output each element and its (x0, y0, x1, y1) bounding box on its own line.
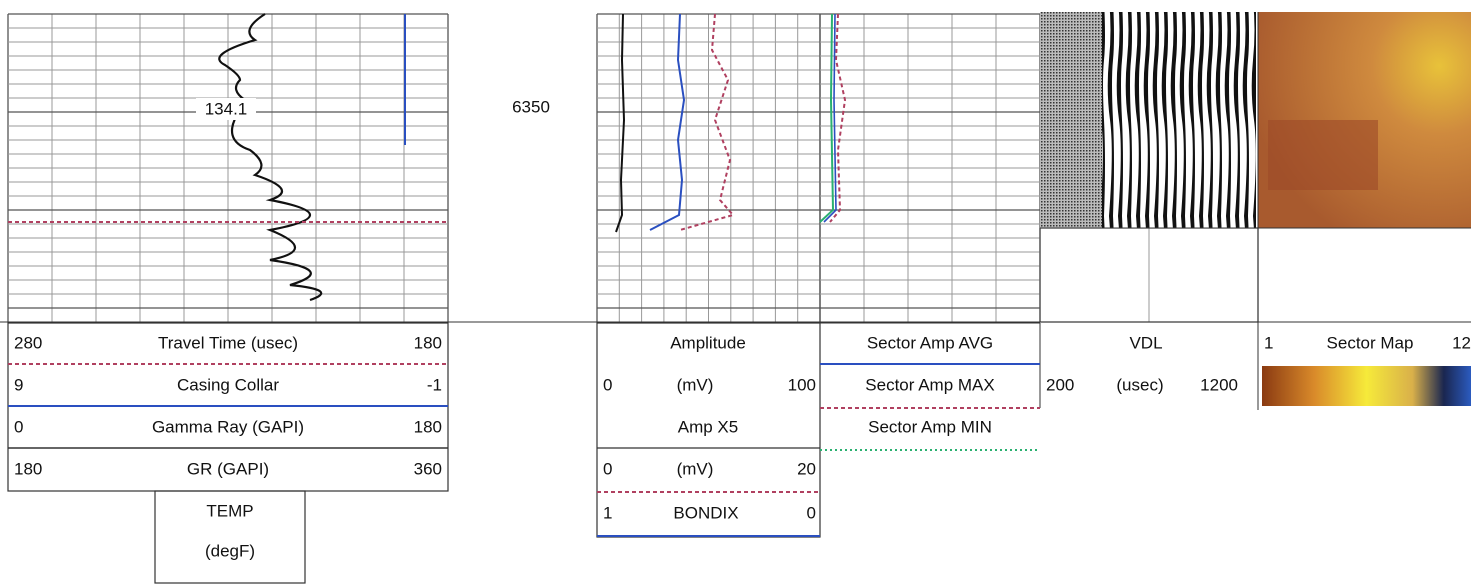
curve-name: TEMP (206, 501, 253, 520)
scale-left: 280 (14, 333, 42, 352)
vdl-header: VDL 200 (usec) 1200 (1046, 333, 1238, 394)
curve-name: BONDIX (673, 503, 738, 522)
scale-right: 12 (1452, 333, 1471, 352)
curve-unit: (mV) (677, 375, 714, 394)
curve-name: Sector Amp MIN (868, 417, 992, 436)
left-header: 280 Travel Time (usec) 180 9 Casing Coll… (7, 322, 449, 584)
curve-name: Sector Amp AVG (867, 333, 993, 352)
gr-curve (218, 13, 323, 302)
curve-name: VDL (1129, 333, 1162, 352)
scale-left: 0 (603, 459, 612, 478)
scale-right: 360 (414, 459, 442, 478)
scale-left: 0 (14, 417, 23, 436)
curve-name: Gamma Ray (GAPI) (152, 417, 304, 436)
scale-left: 1 (1264, 333, 1273, 352)
curve-name: Sector Map (1327, 333, 1414, 352)
scale-left: 180 (14, 459, 42, 478)
curve-unit: (mV) (677, 459, 714, 478)
curve-unit: (degF) (205, 541, 255, 560)
scale-left: 200 (1046, 375, 1074, 394)
sector-map-image (1268, 120, 1378, 190)
curve-name: Travel Time (usec) (158, 333, 298, 352)
label-bg (196, 98, 256, 120)
scale-right: 20 (797, 459, 816, 478)
sector-avg-curve (823, 13, 837, 223)
sector-min-curve (819, 13, 835, 223)
curve-name: Casing Collar (177, 375, 279, 394)
amp-header: Amplitude 0 (mV) 100 Amp X5 0 (mV) 20 1 … (596, 322, 821, 538)
scale-right: 180 (414, 417, 442, 436)
scale-right: 100 (788, 375, 816, 394)
amplitude-curve (615, 13, 626, 233)
sector-max-curve (829, 13, 847, 223)
scale-right: 1200 (1200, 375, 1238, 394)
sector-header: Sector Amp AVG Sector Amp MAX Sector Amp… (820, 322, 1041, 451)
amp-x5-curve (649, 13, 686, 231)
scale-left: 0 (603, 375, 612, 394)
curve-name: GR (GAPI) (187, 459, 269, 478)
vdl-image (1040, 12, 1102, 228)
color-scale (1262, 366, 1471, 406)
grids (7, 13, 1259, 323)
curve-unit: (usec) (1116, 375, 1163, 394)
scale-right: -1 (427, 375, 442, 394)
depth-label: 6350 (512, 97, 550, 116)
curve-name: Amplitude (670, 333, 746, 352)
vdl-image (1102, 12, 1256, 228)
scale-right: 180 (414, 333, 442, 352)
annotation: 134.1 (205, 99, 248, 118)
scale-left: 1 (603, 503, 612, 522)
scale-right: 0 (807, 503, 816, 522)
bondix-curve (679, 13, 735, 231)
header-box (154, 490, 306, 584)
sector-map-header: 1 Sector Map 12 (1257, 322, 1471, 410)
curve-name: Amp X5 (678, 417, 738, 436)
curve-name: Sector Amp MAX (865, 375, 994, 394)
scale-left: 9 (14, 375, 23, 394)
